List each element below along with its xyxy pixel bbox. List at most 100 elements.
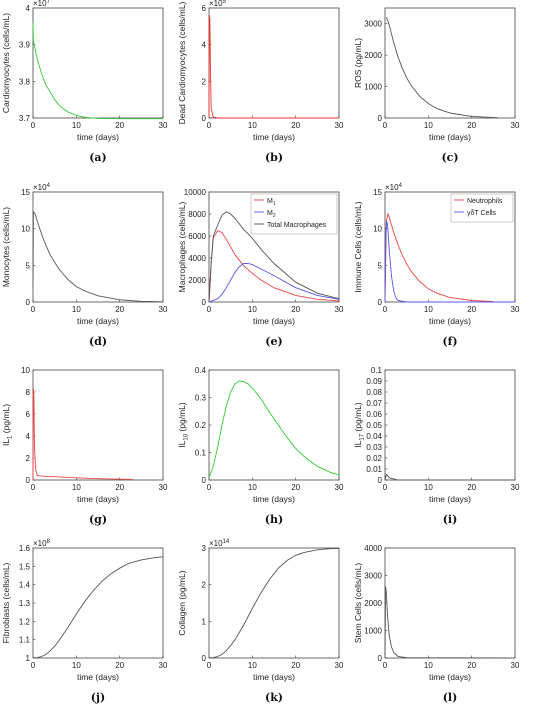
y-tick-label: 8 <box>26 388 31 397</box>
x-tick-label: 0 <box>207 661 212 670</box>
y-tick-label: 0.05 <box>366 421 382 430</box>
x-tick-label: 20 <box>467 121 476 130</box>
x-tick-label: 20 <box>291 121 300 130</box>
x-axis-label: time (days) <box>77 132 119 142</box>
x-tick-label: 20 <box>115 661 124 670</box>
subfigure-caption: (i) <box>442 513 458 526</box>
y-tick-label: 0.03 <box>366 443 382 452</box>
plot-frame <box>208 547 340 659</box>
y-tick-label: 6 <box>202 4 207 13</box>
y-tick-label: 4 <box>26 432 31 441</box>
series-line-0 <box>208 547 340 659</box>
y-tick-label: 0 <box>26 298 31 307</box>
y-tick-label: 0.1 <box>371 366 383 375</box>
x-tick-label: 0 <box>207 305 212 314</box>
y-tick-label: 1.2 <box>19 617 31 626</box>
y-tick-label: 0.09 <box>366 377 382 386</box>
plot-frame <box>32 547 164 659</box>
x-tick-label: 10 <box>72 661 81 670</box>
y-tick-label: 1000 <box>364 627 382 636</box>
series-line-0 <box>32 210 164 303</box>
x-tick-label: 10 <box>72 483 81 492</box>
x-tick-label: 20 <box>291 661 300 670</box>
y-tick-label: 0.01 <box>366 465 382 474</box>
chart-e: 0 10 20 30 0 2000 4000 6000 8000 10000 time (days)… <box>177 188 344 326</box>
x-tick-label: 30 <box>159 483 168 492</box>
x-tick-label: 10 <box>72 305 81 314</box>
chart-k: 0 10 20 30 0 1 2 3×1014 time (days) Collagen (pg/… <box>177 539 344 682</box>
x-tick-label: 10 <box>248 305 257 314</box>
y-tick-label: 4000 <box>364 544 382 553</box>
x-tick-label: 20 <box>115 305 124 314</box>
y-tick-label: 8000 <box>188 210 206 219</box>
x-tick-label: 20 <box>291 305 300 314</box>
y-tick-label: 2000 <box>364 599 382 608</box>
chart-b: 0 10 20 30 0 2 4 6×105 time (days) Dead Cardiomyo… <box>177 0 344 142</box>
x-axis-label: time (days) <box>253 672 295 682</box>
y-tick-label: 6 <box>26 410 31 419</box>
series-line-0 <box>32 556 164 659</box>
x-tick-label: 0 <box>31 483 36 492</box>
x-tick-label: 30 <box>511 305 520 314</box>
y-tick-label: 3000 <box>364 20 382 29</box>
legend-box <box>450 193 514 223</box>
legend-entry: M1 <box>267 198 276 207</box>
y-tick-label: 5 <box>378 261 383 270</box>
chart-c: 0 10 20 30 0 1000 2000 3000 time (days) ROS (pg/m… <box>353 7 520 142</box>
chart-h: 0 10 20 30 0 0.1 0.2 0.3 0.4 time (days) IL10 (pg/… <box>177 366 344 504</box>
y-tick-label: 0.1 <box>195 449 207 458</box>
series-line-1 <box>384 221 515 303</box>
y-tick-label: 10000 <box>184 188 207 197</box>
x-tick-label: 30 <box>511 483 520 492</box>
series-line-0 <box>384 473 515 481</box>
x-tick-label: 10 <box>72 121 81 130</box>
x-axis-label: time (days) <box>253 494 295 504</box>
x-tick-label: 10 <box>424 483 433 492</box>
y-tick-label: 1000 <box>364 83 382 92</box>
x-tick-label: 20 <box>115 483 124 492</box>
y-tick-label: 0.02 <box>366 454 382 463</box>
chart-l: 0 10 20 30 0 1000 2000 3000 4000 time (days) Stem … <box>353 544 520 682</box>
axis-exponent: ×107 <box>33 0 51 8</box>
y-tick-label: 2 <box>26 454 31 463</box>
y-axis-label: ROS (pg/mL) <box>353 38 363 88</box>
y-tick-label: 0.2 <box>195 421 207 430</box>
x-tick-label: 0 <box>207 121 212 130</box>
subfigure-caption: (g) <box>88 513 108 526</box>
y-tick-label: 0 <box>26 476 31 485</box>
y-tick-label: 1 <box>26 654 31 663</box>
y-tick-label: 10 <box>21 225 30 234</box>
y-tick-label: 3.8 <box>19 77 31 86</box>
subfigure-caption: (h) <box>264 513 284 526</box>
x-tick-label: 30 <box>335 661 344 670</box>
y-tick-label: 1 <box>202 617 207 626</box>
legend-box <box>250 193 338 235</box>
series-line-1 <box>208 263 340 303</box>
y-tick-label: 2 <box>202 581 207 590</box>
x-axis-label: time (days) <box>77 494 119 504</box>
x-tick-label: 10 <box>248 483 257 492</box>
y-tick-label: 0.07 <box>366 399 382 408</box>
y-axis-label: Stem Cells (cells/mL) <box>353 563 363 643</box>
y-tick-label: 0.08 <box>366 388 382 397</box>
y-tick-label: 3000 <box>364 572 382 581</box>
y-tick-label: 1.6 <box>19 544 31 553</box>
y-tick-label: 0 <box>202 114 207 123</box>
x-tick-label: 20 <box>467 305 476 314</box>
y-tick-label: 6000 <box>188 232 206 241</box>
series-line-0 <box>208 380 340 478</box>
x-tick-label: 30 <box>335 305 344 314</box>
y-tick-label: 3.7 <box>19 114 31 123</box>
x-tick-label: 10 <box>424 661 433 670</box>
y-tick-label: 0.06 <box>366 410 382 419</box>
x-tick-label: 30 <box>511 121 520 130</box>
series-line-0 <box>385 17 498 119</box>
plot-frame <box>32 7 164 119</box>
y-tick-label: 15 <box>21 188 30 197</box>
legend-entry: Neutrophils <box>467 198 503 205</box>
y-tick-label: 5 <box>26 261 31 270</box>
y-axis-label: IL1 (pg/mL) <box>1 404 14 446</box>
y-tick-label: 0 <box>202 654 207 663</box>
